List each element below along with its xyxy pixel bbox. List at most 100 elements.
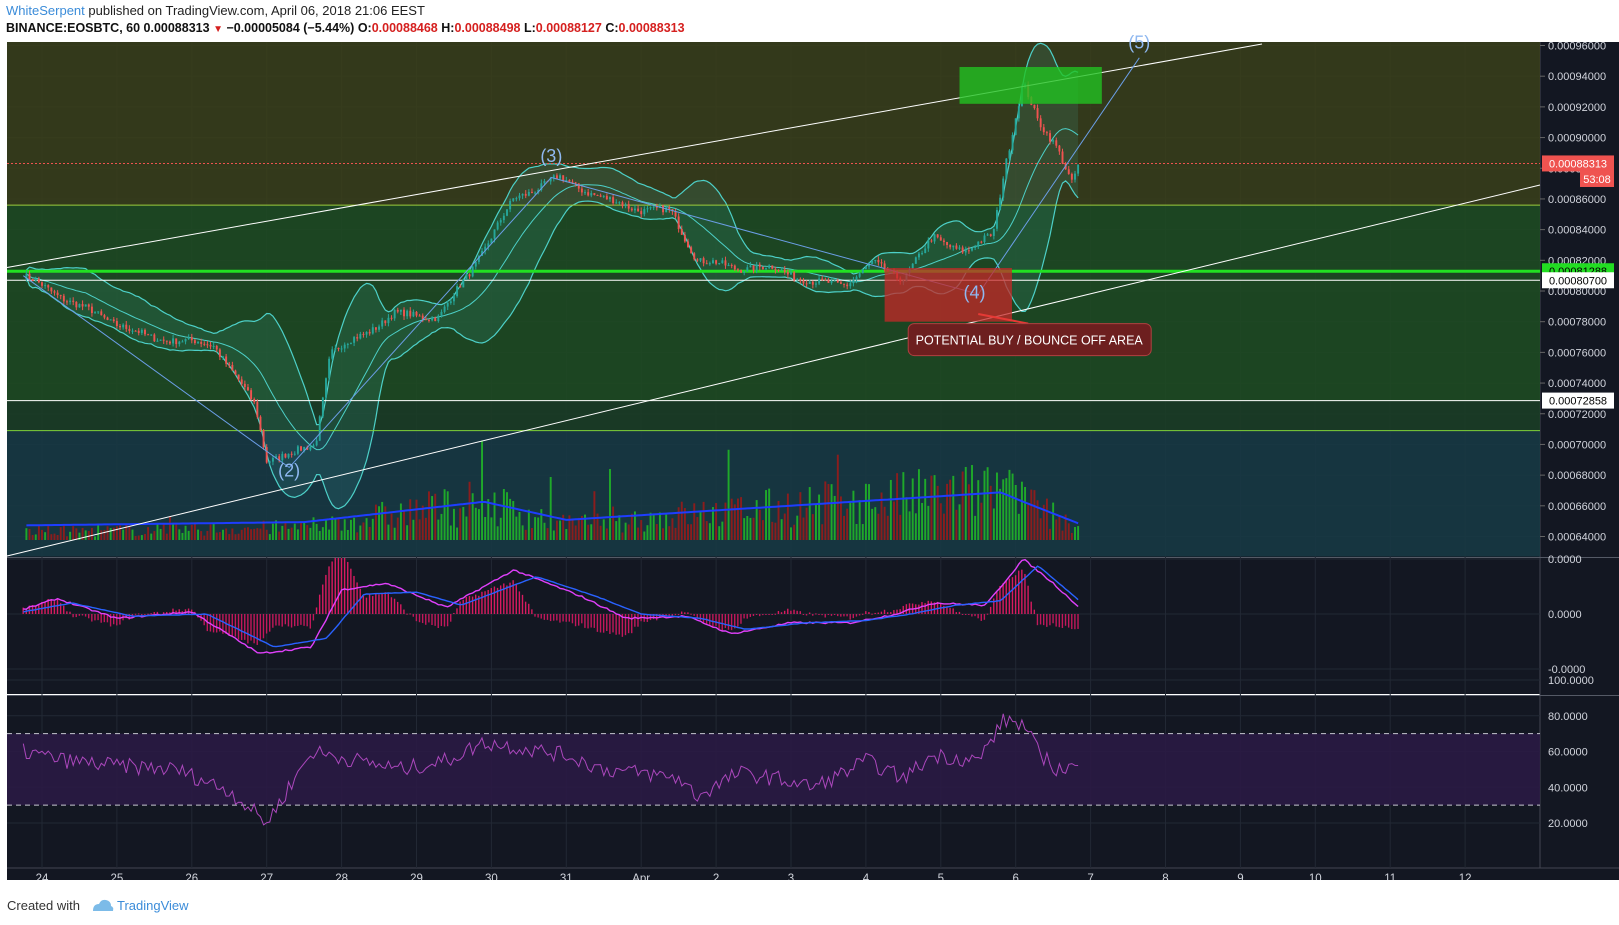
volume-bar [328, 529, 331, 540]
macd-histogram-bar [593, 614, 595, 628]
price-label: 0.00080700 [1549, 275, 1607, 287]
macd-histogram-bar [581, 614, 583, 624]
candle-body [839, 282, 842, 284]
volume-bar [715, 503, 718, 540]
volume-bar [999, 488, 1002, 540]
volume-bar [696, 517, 699, 540]
target-zone-box [959, 66, 1102, 104]
volume-bar [952, 475, 955, 540]
volume-bar [452, 508, 455, 540]
volume-bar [531, 527, 533, 540]
macd-histogram-bar [762, 614, 764, 616]
volume-bar [540, 509, 543, 540]
macd-histogram-bar [746, 614, 748, 619]
volume-bar [331, 516, 334, 540]
candle-body [374, 327, 377, 330]
volume-bar [462, 506, 465, 540]
macd-histogram-bar [727, 614, 730, 630]
volume-bar [434, 493, 437, 540]
volume-bar [162, 523, 165, 540]
candle-body [808, 281, 811, 284]
candle-body [971, 247, 973, 251]
price-tick-label: 0.00078000 [1548, 317, 1606, 329]
macd-histogram-bar [989, 606, 992, 614]
macd-histogram-bar [306, 614, 308, 627]
candle-body [343, 344, 346, 349]
volume-bar [518, 512, 521, 540]
candle-body [612, 197, 615, 204]
candle-body [705, 263, 708, 265]
price-tick-label: 0.00074000 [1548, 378, 1606, 390]
candle-body [331, 349, 334, 359]
chart-area[interactable]: (2) (3) (4) (5) POTENTIAL BUY / BOUNCE OFF A… [0, 0, 1619, 880]
volume-bar [212, 523, 215, 540]
price-label-bg [1542, 155, 1614, 172]
macd-histogram-bar [378, 594, 380, 614]
candle-body [75, 301, 78, 308]
macd-histogram-bar [112, 614, 115, 625]
candle-body [393, 309, 396, 319]
candle-body [409, 310, 412, 317]
candle-body [655, 206, 658, 208]
tradingview-brand[interactable]: TradingView [117, 898, 189, 913]
tint-bottom-zone [7, 430, 1540, 557]
volume-bar [824, 481, 827, 540]
buy-zone-box [884, 267, 1012, 322]
macd-histogram-bar [153, 611, 155, 614]
volume-bar [253, 528, 256, 540]
drawings[interactable]: (2) (3) (4) (5) POTENTIAL BUY / BOUNCE OFF A… [6, 33, 1541, 557]
candle-body [296, 446, 299, 454]
volume-bar [340, 530, 343, 540]
candle-body [474, 261, 477, 267]
volume-bar [56, 534, 59, 540]
candle-body [362, 333, 365, 335]
candle-body [275, 456, 278, 458]
candle-body [599, 195, 602, 197]
macd-histogram-bar [390, 597, 393, 614]
macd-histogram-bar [166, 611, 168, 614]
volume-bar [318, 530, 321, 540]
macd-histogram-bar [297, 614, 299, 626]
price-tick-label: 0.00068000 [1548, 470, 1606, 482]
macd-histogram-bar [456, 608, 458, 614]
macd-histogram-bar [406, 613, 408, 615]
volume-bar [633, 511, 636, 540]
wave-label: (5) [1128, 33, 1150, 53]
volume-bar [62, 525, 65, 540]
candle-body [215, 345, 218, 350]
macd-histogram-bar [777, 611, 780, 614]
candle-body [824, 279, 827, 281]
macd-histogram-bar [1005, 580, 1007, 614]
macd-histogram-bar [1046, 614, 1048, 627]
candle-body [914, 257, 917, 264]
macd-histogram-bar [528, 603, 530, 614]
candle-body [271, 457, 274, 462]
macd-histogram-bar [66, 611, 68, 614]
candle-body [237, 374, 240, 380]
volume-bar [618, 515, 621, 540]
volume-bar [967, 484, 970, 540]
macd-histogram-bar [1042, 614, 1045, 626]
volume-bar [1045, 498, 1048, 540]
time-axis-bg [7, 868, 1619, 880]
candle-body [1042, 127, 1045, 133]
candle-body [356, 337, 359, 339]
volume-bar [72, 526, 75, 540]
macd-histogram-bar [1067, 614, 1070, 628]
volume-bar [325, 520, 327, 540]
author-name[interactable]: WhiteSerpent [6, 3, 85, 18]
volume-bar [31, 534, 34, 540]
macd-histogram-bar [790, 610, 792, 614]
candle-body [449, 301, 452, 303]
volume-bar [605, 528, 608, 540]
candle-body [605, 195, 608, 200]
volume-bar [930, 475, 933, 540]
macd-histogram-bar [81, 614, 84, 616]
macd-histogram-bar [615, 614, 617, 635]
candle-body [487, 243, 490, 247]
wave-label: (2) [278, 461, 300, 481]
volume-bar [200, 531, 203, 540]
macd-histogram-bar [837, 614, 839, 617]
rsi-tick-label: 60.0000 [1548, 747, 1588, 759]
price-label: 0.00072858 [1549, 396, 1607, 408]
